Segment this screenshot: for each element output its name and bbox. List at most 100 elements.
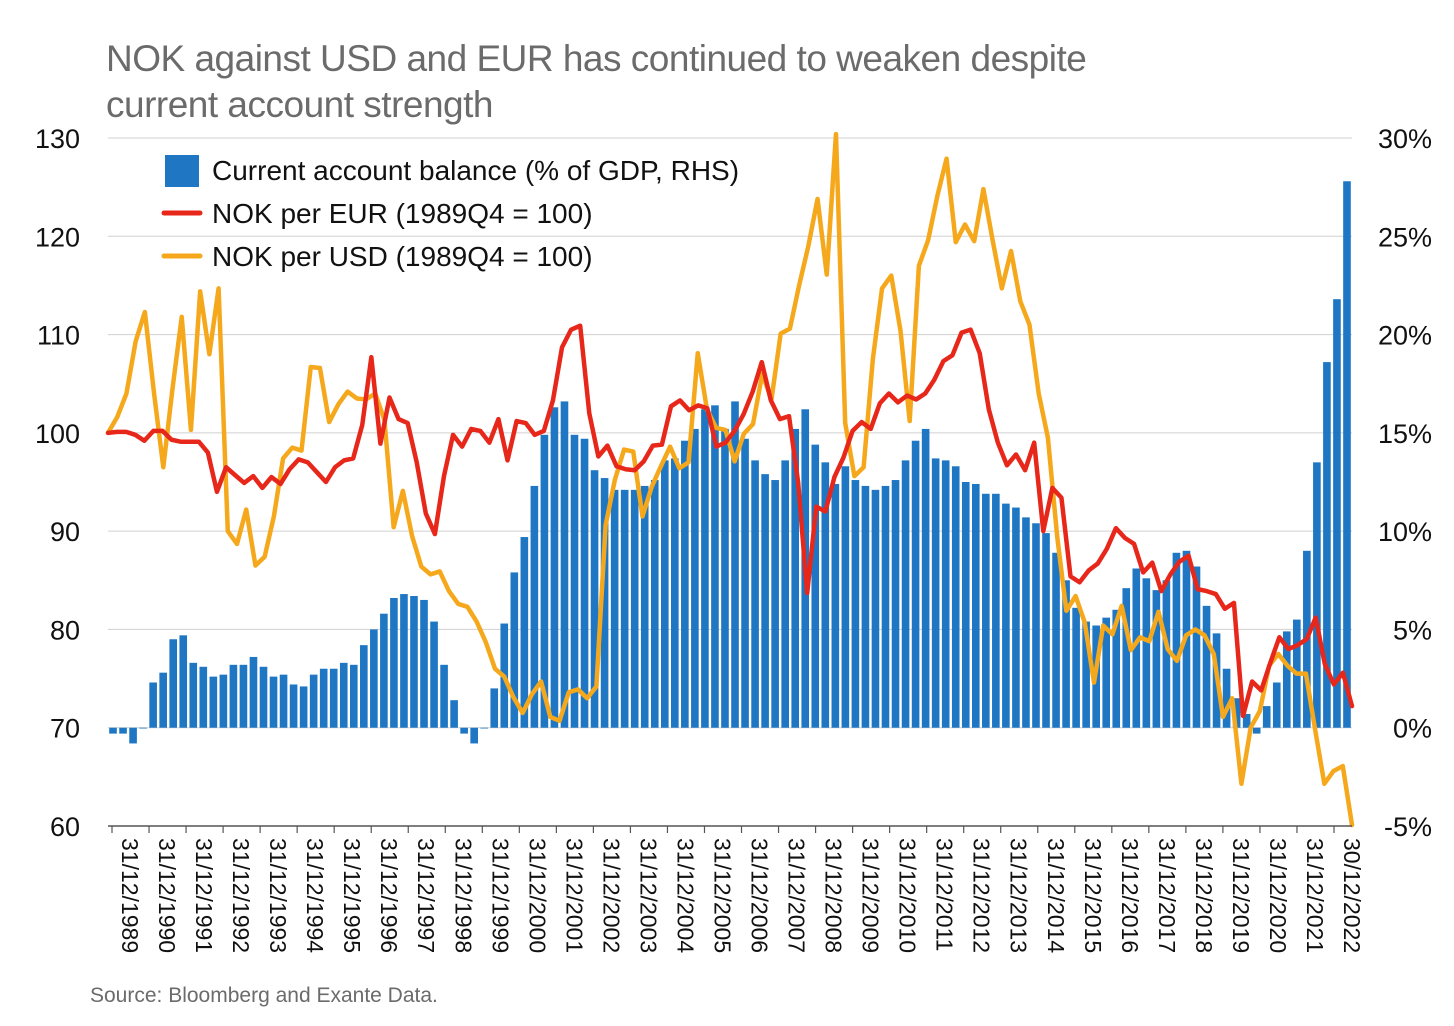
left-axis-ticks: 60 70 80 90 100 110 120 130 [35,124,80,842]
right-tick-label: -5% [1384,812,1432,842]
x-axis-ticks: 31/12/1989 31/12/1990 31/12/1991 31/12/1992… [111,826,1365,953]
current-account-bar [721,428,729,728]
current-account-bar [941,460,950,728]
current-account-bar [550,407,559,728]
x-tick-label: 31/12/1994 [302,838,328,953]
current-account-bar [430,621,438,728]
x-tick-label: 31/12/2015 [1080,838,1106,953]
right-tick-label: 0% [1393,714,1432,744]
current-account-bar [971,483,980,728]
current-account-bar [931,458,940,728]
left-tick-label: 130 [35,124,80,154]
current-account-bar [470,727,478,744]
current-account-bar [370,629,378,728]
current-account-bar [169,639,178,728]
x-tick-label: 31/12/1989 [117,838,143,953]
left-tick-label: 110 [37,321,80,351]
current-account-bar [1042,533,1050,728]
current-account-bar [1102,617,1111,728]
current-account-bar [510,572,519,728]
current-account-bar [1262,706,1271,728]
current-account-bar [861,485,870,728]
x-tick-label: 31/12/1996 [376,838,402,953]
legend-swatch-bar [165,155,199,187]
x-tick-label: 31/12/1993 [265,838,291,953]
current-account-bar [279,674,288,728]
current-account-bar [1232,698,1241,728]
current-account-bar [731,401,739,728]
current-account-bar [249,656,258,728]
x-tick-label: 31/12/2017 [1154,838,1180,953]
x-tick-label: 31/12/2003 [635,838,661,953]
x-tick-label: 31/12/2007 [784,838,810,953]
current-account-bar [771,480,779,728]
x-tick-label: 31/12/2020 [1265,838,1291,953]
current-account-bar [349,664,358,728]
current-account-bar [881,485,890,728]
current-account-bar [339,662,348,728]
left-tick-label: 60 [50,812,80,842]
gridlines [108,137,1352,729]
current-account-bar [1142,578,1151,728]
right-tick-label: 15% [1378,419,1432,449]
legend-label: NOK per USD (1989Q4 = 100) [212,241,593,272]
current-account-bar [360,645,368,728]
nok-per-usd-line [105,131,1355,828]
x-tick-label: 31/12/2001 [561,838,587,953]
current-account-bar [299,686,308,728]
current-account-bar [1062,580,1070,728]
current-account-bar [1082,621,1090,728]
current-account-bar [711,405,719,728]
current-account-bar [129,727,137,744]
current-account-bar [1222,668,1231,728]
left-tick-label: 90 [50,517,80,547]
right-tick-label: 20% [1378,321,1432,351]
chart-title-line-2: current account strength [106,84,494,125]
legend-label: Current account balance (% of GDP, RHS) [212,155,739,186]
current-account-bar [450,700,458,728]
left-tick-label: 120 [35,222,80,252]
current-account-bar [540,434,549,728]
current-account-bar [630,489,639,728]
current-account-bar [1282,631,1291,728]
right-tick-label: 30% [1378,124,1432,154]
current-account-bar [289,684,298,728]
current-account-bar [1022,517,1030,728]
current-account-bar [691,428,699,728]
current-account-bar [871,489,880,728]
current-account-bar [109,727,117,734]
chart-title: NOK against USD and EUR has continued to… [106,36,1406,128]
x-tick-label: 31/12/1990 [154,838,180,953]
x-tick-label: 31/12/2008 [821,838,847,953]
current-account-bars [109,181,1351,744]
current-account-bar [590,470,599,728]
x-tick-label: 31/12/1991 [191,838,217,953]
x-tick-label: 30/12/2022 [1339,838,1365,953]
x-tick-label: 31/12/2010 [895,838,921,953]
x-tick-label: 31/12/1997 [413,838,439,953]
x-tick-label: 31/12/1999 [487,838,513,953]
current-account-bar [951,466,960,728]
current-account-bar [791,428,800,728]
current-account-bar [1002,503,1010,728]
current-account-bar [761,474,769,728]
current-account-bar [741,438,749,728]
current-account-bar [1072,607,1080,728]
current-account-bar [1313,462,1321,728]
x-tick-label: 31/12/2019 [1228,838,1254,953]
current-account-bar [319,668,328,728]
current-account-bar [1242,713,1251,728]
current-account-bar [851,480,860,728]
current-account-bar [149,682,157,728]
current-account-bar [671,458,679,728]
current-account-bar [119,727,127,734]
source-note: Source: Bloomberg and Exante Data. [90,984,438,1007]
current-account-bar [901,460,910,728]
current-account-bar [1152,590,1161,728]
current-account-bar [1252,727,1261,734]
x-tick-label: 31/12/2004 [672,838,698,953]
x-tick-label: 31/12/2012 [969,838,995,953]
current-account-bar [309,674,318,728]
current-account-bar [490,688,499,728]
